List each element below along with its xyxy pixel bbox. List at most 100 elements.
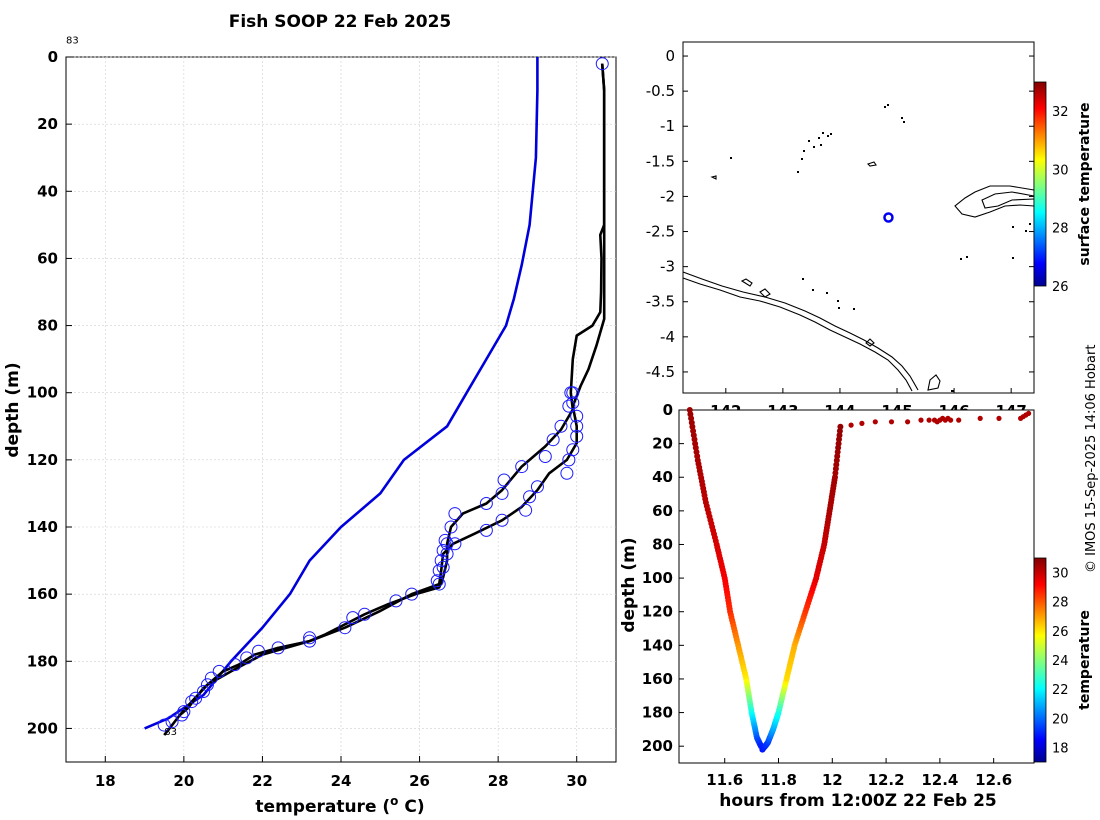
profile-y-tick-label: 20	[37, 115, 58, 133]
map-y-ticks: 0 -0.5 -1 -1.5 -2 -2.5 -3 -3.5 -4 -4.5	[646, 47, 1034, 381]
profile-x-axis-label: temperature (o C)	[255, 794, 424, 817]
islet	[830, 133, 832, 135]
islet	[813, 146, 815, 148]
profile-sample-marker	[436, 544, 450, 557]
profile-sample-marker	[448, 507, 462, 521]
islet	[903, 121, 905, 123]
timeseries-panel: 11.6 11.8 12 12.2 12.4 12.6 0 20 40 60 80 100 120 14…	[619, 401, 1093, 811]
profile-x-tick-label: 28	[488, 772, 509, 790]
profile-sample-marker	[204, 671, 218, 685]
profile-sample-marker	[566, 386, 580, 400]
map-y-tick-label: -2	[660, 187, 675, 205]
profile-sample-marker	[212, 664, 226, 678]
temperature-colorbar-tick-label: 20	[1052, 712, 1069, 727]
profile-sample-marker	[303, 631, 317, 645]
island-west	[710, 175, 717, 180]
profile-sample-marker	[546, 433, 560, 447]
map-y-tick-label: -1	[660, 117, 675, 135]
surface-sample-point	[918, 417, 924, 423]
temperature-colorbar-ticks: 18 20 22 24 26 28 30	[1052, 567, 1069, 757]
profile-x-tick-label: 24	[331, 772, 352, 790]
profile-sample-marker	[570, 429, 584, 443]
profile-x-ticks: 18 20 22 24 26 28 30	[95, 756, 587, 790]
profile-sample-marker	[157, 718, 171, 732]
profile-y-tick-label: 40	[37, 182, 58, 200]
profile-y-axis-label: depth (m)	[3, 362, 23, 457]
timeseries-x-tick-label: 11.8	[760, 771, 797, 789]
profile-sample-marker	[444, 520, 458, 534]
timeseries-y-tick-label: 40	[652, 468, 673, 486]
profile-y-tick-label: 0	[48, 48, 58, 66]
surface-sample-point	[848, 422, 854, 428]
map-y-tick-label: -2.5	[646, 223, 675, 241]
islet	[818, 137, 820, 139]
profile-y-tick-label: 60	[37, 249, 58, 267]
profile-sample-marker	[200, 678, 214, 692]
profile-y-tick-label: 120	[27, 451, 58, 469]
figure-title: Fish SOOP 22 Feb 2025	[229, 12, 452, 32]
surface-temperature-colorbar-tick-label: 28	[1052, 222, 1069, 237]
timeseries-y-tick-label: 100	[642, 569, 673, 587]
islet	[901, 117, 903, 119]
profile-sample-marker	[240, 651, 254, 665]
profile-x-label-tail: C)	[398, 797, 424, 817]
surface-temperature-colorbar-tick-label: 26	[1052, 280, 1069, 295]
profile-sample-marker	[175, 708, 189, 722]
islet	[812, 289, 814, 291]
profile-sample-marker	[436, 560, 450, 574]
profile-drop-label: 83	[66, 36, 79, 47]
profile-line-ascent	[178, 63, 606, 716]
profile-sample-marker	[440, 537, 454, 551]
timeseries-y-tick-label: 120	[642, 603, 673, 621]
islet	[1012, 257, 1014, 259]
profile-sample-marker	[515, 460, 529, 474]
islet	[730, 157, 732, 159]
timeseries-x-tick-label: 12.6	[975, 771, 1012, 789]
profile-sample-marker	[165, 715, 179, 729]
timeseries-x-tick-label: 11.6	[706, 771, 743, 789]
profile-x-label-sup: o	[390, 794, 398, 808]
islet	[853, 308, 855, 310]
profile-series	[144, 57, 606, 736]
new-guinea-coast-inner	[682, 271, 919, 391]
profile-y-tick-label: 200	[27, 719, 58, 737]
small-islands	[730, 104, 1031, 392]
map-y-tick-label: -1.5	[646, 152, 675, 170]
timeseries-y-tick-label: 60	[652, 502, 673, 520]
profile-sample-marker	[389, 594, 403, 608]
profile-sample-marker	[346, 611, 360, 625]
islet	[884, 106, 886, 108]
timeseries-y-axis-label: depth (m)	[619, 537, 639, 632]
profile-sample-marker	[566, 396, 580, 410]
islet	[1025, 230, 1027, 232]
profile-y-tick-label: 80	[37, 317, 58, 335]
timeseries-y-tick-label: 180	[642, 704, 673, 722]
timeseries-y-tick-label: 140	[642, 636, 673, 654]
surface-sample-point	[977, 415, 983, 421]
surface-sample-point	[1026, 410, 1032, 416]
map-y-tick-label: -4.5	[646, 363, 675, 381]
new-britain-outline	[954, 185, 1035, 218]
profile-sample-marker	[479, 523, 493, 537]
temperature-colorbar-tick-label: 28	[1052, 596, 1069, 611]
surface-sample-point	[905, 419, 911, 425]
profile-drop-label: 83	[164, 727, 177, 738]
surface-temperature-colorbar-label: surface temperature	[1077, 102, 1093, 265]
profile-sample-marker	[562, 453, 576, 467]
profile-line-climatology	[144, 57, 539, 730]
profile-sample-marker	[252, 644, 265, 658]
map-y-tick-label: -3.5	[646, 293, 675, 311]
islet	[803, 150, 805, 152]
timeseries-x-axis-label: hours from 12:00Z 22 Feb 25	[719, 791, 997, 811]
surface-sample-point	[872, 419, 878, 425]
profile-sample-marker	[495, 486, 509, 500]
profile-sample-marker	[197, 685, 210, 698]
profile-sample-marker	[519, 503, 533, 517]
profile-sample-marker	[570, 409, 584, 423]
profile-sample-marker	[530, 480, 544, 494]
surface-sample-point	[956, 417, 962, 423]
map-y-tick-label: -3	[660, 258, 675, 276]
profile-x-tick-label: 18	[95, 772, 116, 790]
surface-sample-point	[859, 420, 865, 426]
islet	[838, 307, 840, 309]
